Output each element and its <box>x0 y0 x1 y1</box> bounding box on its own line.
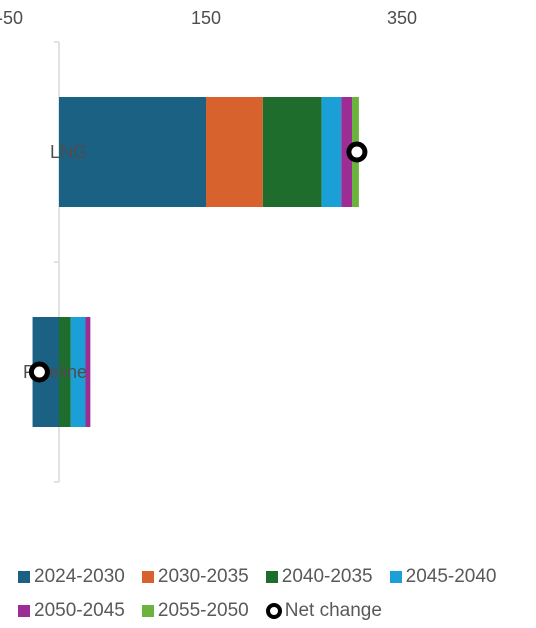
legend-item: 2045-2040 <box>389 560 497 594</box>
legend-label: 2024-2030 <box>34 566 125 587</box>
legend-item: 2024-2030 <box>18 560 125 594</box>
legend-swatch <box>389 571 402 583</box>
legend-row: 2050-2045 2055-2050 Net change <box>18 594 536 628</box>
net-change-markers <box>28 141 368 383</box>
x-axis-ticks: -50150350550750 <box>0 8 417 28</box>
legend-label: 2040-2035 <box>281 566 373 587</box>
legend-item: 2030-2035 <box>141 560 249 594</box>
bar-segment <box>206 97 263 207</box>
legend-label: Net change <box>284 600 382 621</box>
legend-swatch <box>18 605 30 617</box>
bar-segment <box>85 317 91 427</box>
x-tick-label: 350 <box>387 8 417 28</box>
x-tick-label: -50 <box>0 8 23 28</box>
legend-label: 2050-2045 <box>34 600 125 621</box>
legend-swatch <box>141 571 154 583</box>
legend-label: 2045-2040 <box>405 566 497 587</box>
legend: 2024-2030 2030-2035 2040-2035 2045-2040 2050… <box>18 560 536 628</box>
legend-item: 2055-2050 <box>141 594 249 628</box>
legend-label: 2055-2050 <box>157 600 249 621</box>
legend-row: 2024-2030 2030-2035 2040-2035 2045-2040 <box>18 560 536 594</box>
net-change-marker <box>346 141 368 163</box>
bar-segment <box>262 97 322 207</box>
legend-label: 2030-2035 <box>157 566 249 587</box>
bar-segment <box>59 97 206 207</box>
bars <box>32 97 359 427</box>
bar-segment <box>59 317 71 427</box>
legend-swatch <box>141 605 154 617</box>
bar-segment <box>321 97 342 207</box>
legend-marker-icon <box>265 603 282 619</box>
legend-item: 2040-2035 <box>265 560 373 594</box>
bar-segment <box>70 317 86 427</box>
legend-item: 2050-2045 <box>18 594 125 628</box>
legend-item: Net change <box>265 594 382 628</box>
net-change-marker <box>28 361 50 383</box>
legend-swatch <box>18 571 30 583</box>
legend-swatch <box>265 571 278 583</box>
category-label: LNG <box>50 142 87 162</box>
x-tick-label: 150 <box>191 8 221 28</box>
